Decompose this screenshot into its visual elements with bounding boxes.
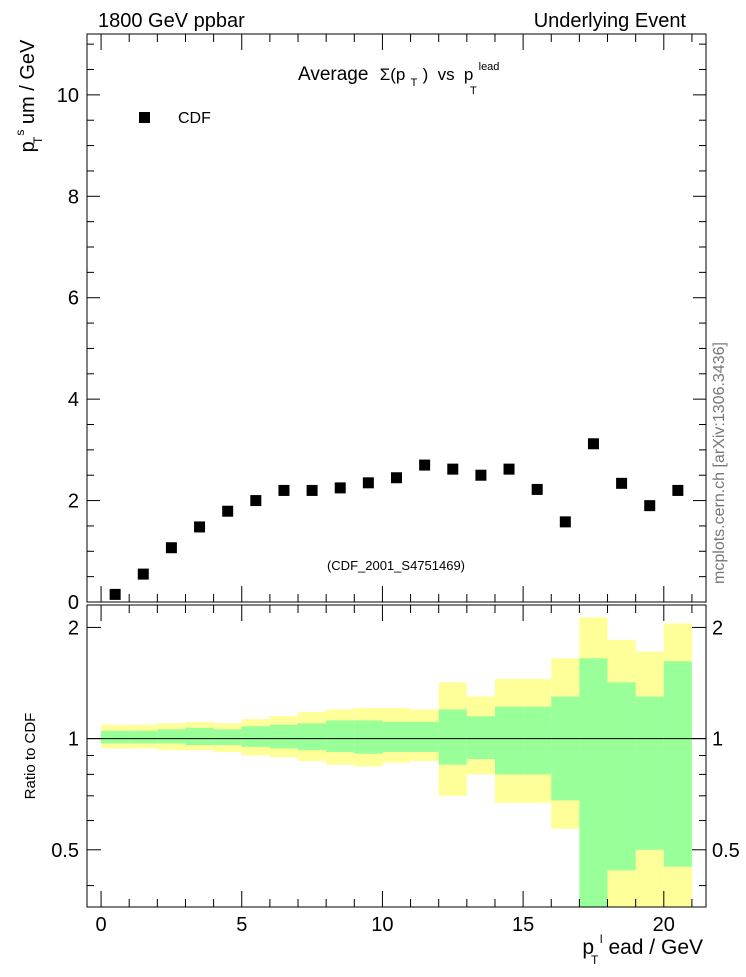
data-point [362,477,374,489]
inner-band-bin [157,729,186,744]
inner-band-bin [241,726,270,747]
data-point [616,477,628,489]
ratio-y-tick-label-right: 0.5 [712,840,740,862]
inner-band-bin [129,730,158,744]
xlabel-rest: ead / GeV [608,936,703,959]
data-point [475,469,487,481]
ratio-y-axis: 0.5 0.5 1 1 2 2 [51,617,740,887]
data-point [306,484,318,496]
x-tick-label: 15 [512,914,534,936]
inner-band-bin [354,720,383,754]
legend: CDF [139,110,211,127]
x-tick-label: 20 [653,914,675,936]
data-point [644,500,656,512]
main-frame [86,33,707,603]
xlabel-p: p [582,936,594,959]
ylabel-rest: um / GeV [17,39,39,124]
inner-band-bin [185,727,214,746]
data-point [531,483,543,495]
main-y-tick-label: 2 [68,491,79,513]
title-sigma: Σ(p [380,65,406,84]
analysis-watermark: (CDF_2001_S4751469) [327,558,465,573]
inner-band-bin [607,682,636,871]
ratio-y-label: Ratio to CDF [22,713,39,800]
data-point [559,516,571,528]
main-y-tick-label: 8 [68,186,79,208]
title-p: p [464,65,473,84]
inner-band-bin [523,706,552,775]
legend-marker [139,112,150,123]
header-right: Underlying Event [534,10,687,32]
data-point [109,588,121,600]
inner-band-bin [410,721,439,752]
x-axis-label: p l ead / GeV T [582,925,703,967]
data-point [503,463,515,475]
ylabel-sup: s [13,130,27,136]
data-point [222,505,234,517]
main-y-axis: 0 2 4 6 8 10 [57,43,706,614]
inner-band-bin [213,729,242,746]
inner-band-bin [269,724,299,749]
svg-text:p s um / GeV: p s um / GeV [7,39,39,152]
data-point [672,484,684,496]
inner-band-bin [326,720,355,752]
legend-label: CDF [178,110,211,127]
inner-band-bin [438,709,467,765]
main-y-label: p s um / GeV T [7,39,45,152]
title-sub-t2: T [470,85,477,97]
data-point [137,568,149,580]
data-point [194,521,206,533]
data-point [391,472,402,484]
xlabel-sub: T [591,953,599,967]
ratio-y-tick-label: 2 [68,617,79,639]
main-y-tick-label: 4 [68,389,79,411]
data-point [334,482,346,494]
title-close: ) [423,65,429,84]
ratio-x-axis: 0 5 10 15 20 [96,605,693,936]
main-y-tick-label: 6 [68,288,79,310]
inner-band-bin [382,721,411,752]
ylabel-p: p [17,141,39,152]
title-sup-lead: lead [479,61,500,73]
ylabel-sub: T [31,136,45,144]
ratio-y-tick-label: 0.5 [51,840,79,862]
data-point [165,542,177,554]
data-point [419,459,431,471]
inner-band-bin [466,716,495,760]
main-x-ticks [100,34,693,602]
inner-band-bin [635,696,664,850]
data-points [109,438,684,600]
inner-band-bin [101,730,130,744]
ratio-y-tick-label-right: 2 [712,617,723,639]
inner-band-bin [494,706,524,775]
ratio-y-tick-label-right: 1 [712,729,723,751]
x-tick-label: 5 [236,914,247,936]
inner-band-bin [663,661,692,867]
data-point [447,463,459,475]
inner-band-bin [551,696,580,801]
main-y-tick-label: 0 [68,592,79,614]
x-tick-label: 10 [371,914,393,936]
ratio-y-tick-label: 1 [68,729,79,751]
title-sub-t: T [411,77,418,89]
data-point [587,438,599,450]
inner-band-bin [298,723,327,751]
title-vs: vs [438,65,455,84]
main-y-tick-label: 10 [57,85,79,107]
xlabel-sup: l [600,932,603,946]
svg-text:p l ead / GeV: p l ead / GeV [582,925,703,959]
side-label: mcplots.cern.ch [arXiv:1306.3436] [711,342,728,584]
data-point [278,484,290,496]
header-left: 1800 GeV ppbar [98,10,245,32]
ratio-panel: 0.5 0.5 1 1 2 2 0 5 10 15 20 Ratio to CDF p l ead… [22,604,740,967]
x-tick-label: 0 [96,914,107,936]
title-main: Average [298,64,368,85]
inner-band-bin [579,658,608,907]
plot-title: Average Σ(p T ) vs p lead [298,61,499,91]
data-point [250,495,262,507]
